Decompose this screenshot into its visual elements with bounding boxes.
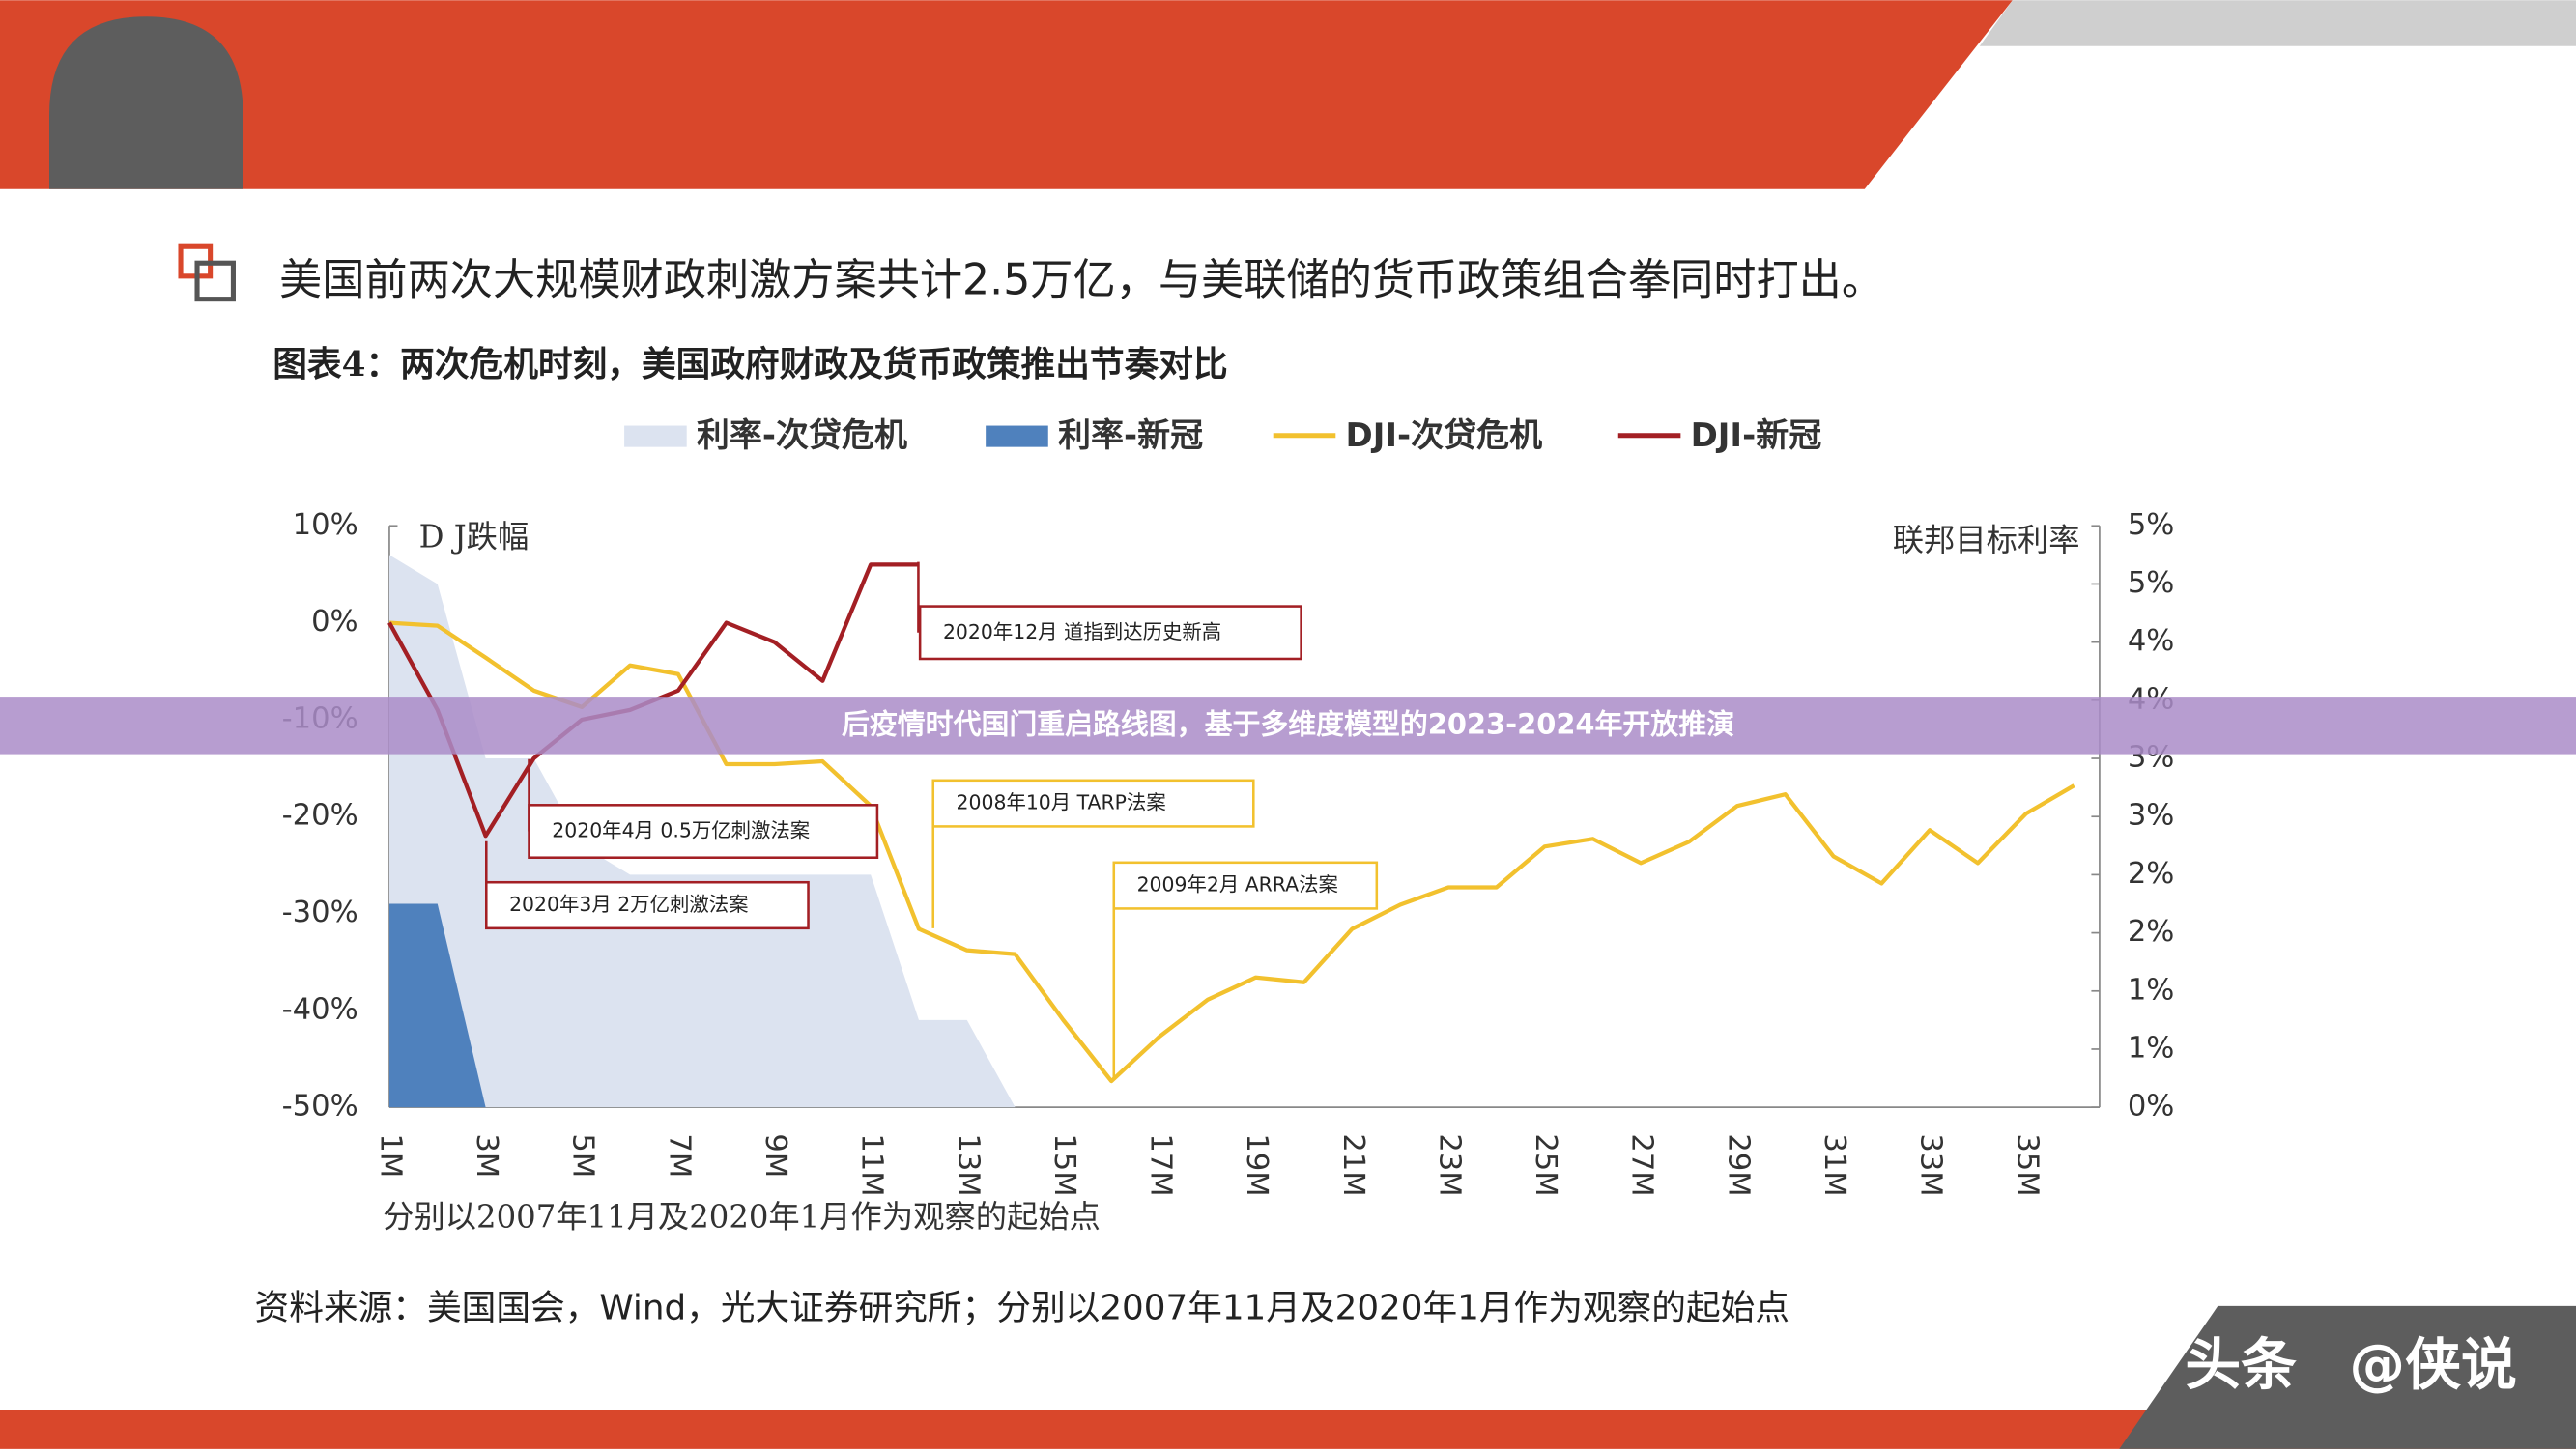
x-tick-label: 19M [1240, 1133, 1274, 1196]
banner [0, 697, 2576, 755]
x-tick-label: 1M [373, 1133, 407, 1178]
x-tick-label: 35M [2010, 1133, 2044, 1196]
y-tick-label: -50% [282, 1090, 358, 1124]
x-tick-label: 7M [662, 1133, 696, 1178]
annotation-box [528, 804, 879, 859]
x-tick-label: 25M [1529, 1133, 1562, 1196]
legend-swatch [624, 425, 687, 447]
watermark: 头条 [2185, 1332, 2297, 1398]
y2-tick-label: 0% [2128, 1090, 2175, 1124]
line-series [388, 620, 2075, 1084]
chart-note: 分别以2007年11月及2020年1月作为观察的起始点 [383, 1198, 1101, 1235]
legend-swatch [986, 425, 1048, 447]
y2-tick-label: 3% [2128, 799, 2175, 833]
annotation-box [918, 605, 1302, 661]
bottom-band [0, 1410, 2576, 1449]
annotation-box [1112, 861, 1379, 910]
x-tick-label: 9M [758, 1133, 792, 1178]
annotation-box [485, 880, 810, 930]
top-band [0, 0, 2013, 189]
legend-label: 利率-次贷危机 [697, 416, 907, 455]
y2-tick-label: 1% [2128, 973, 2175, 1007]
x-tick-label: 31M [1818, 1133, 1851, 1196]
y2-tick-label: 4% [2128, 624, 2175, 658]
x-tick-label: 27M [1625, 1133, 1659, 1196]
x-tick-label: 15M [1047, 1133, 1081, 1196]
corner-logo-bg [2119, 1305, 2576, 1449]
legend-label: DJI-新冠 [1691, 416, 1822, 455]
annotation-text: 2009年2月 ARRA法案 [1137, 873, 1338, 897]
x-tick-label: 11M [855, 1133, 889, 1196]
y2-tick-label: 2% [2128, 915, 2175, 949]
slide-heading: 美国前两次大规模财政刺激方案共计2.5万亿，与美联储的货币政策组合拳同时打出。 [279, 256, 1884, 305]
annotation-text: 2020年12月 道指到达历史新高 [943, 620, 1221, 643]
chart-title: 图表4：两次危机时刻，美国政府财政及货币政策推出节奏对比 [272, 344, 1227, 385]
annotation-box [931, 779, 1255, 828]
y2-tick-label: 2% [2128, 857, 2175, 891]
heading-icon [194, 260, 236, 302]
y2-tick-label: 5% [2128, 508, 2175, 542]
y-axis-label: D J跌幅 [419, 518, 530, 555]
top-band-grey [1979, 0, 2576, 46]
y-tick-label: -20% [282, 799, 358, 833]
x-tick-label: 33M [1914, 1133, 1948, 1196]
banner-text: 后疫情时代国门重启路线图，基于多维度模型的2023-2024年开放推演 [842, 708, 1734, 741]
annotation-text: 2008年10月 TARP法案 [957, 791, 1166, 814]
x-tick-label: 3M [470, 1133, 503, 1178]
source: 资料来源：美国国会，Wind，光大证券研究所；分别以2007年11月及2020年… [255, 1288, 1790, 1327]
x-tick-label: 13M [951, 1133, 985, 1196]
x-tick-label: 23M [1432, 1133, 1466, 1196]
plot: 10%0%-10%-20%-30%-40%-50%0%1%1%2%2%3%3%4… [282, 416, 2175, 1197]
x-tick-label: 17M [1144, 1133, 1178, 1196]
y-tick-label: 10% [293, 508, 358, 542]
y2-tick-label: 5% [2128, 566, 2175, 600]
y2-axis-label: 联邦目标利率 [1893, 522, 2080, 558]
y-tick-label: -40% [282, 992, 358, 1026]
area-series [388, 555, 1016, 1108]
legend-label: 利率-新冠 [1058, 416, 1203, 455]
top-badge [49, 16, 243, 189]
watermark: @侠说 [2349, 1332, 2516, 1398]
y-tick-label: -30% [282, 896, 358, 929]
x-tick-label: 21M [1336, 1133, 1370, 1196]
x-tick-label: 5M [566, 1133, 600, 1178]
area-series [388, 903, 486, 1108]
y-tick-label: 0% [311, 605, 358, 639]
annotation-text: 2020年4月 0.5万亿刺激法案 [552, 819, 810, 842]
x-tick-label: 29M [1721, 1133, 1755, 1196]
y2-tick-label: 1% [2128, 1031, 2175, 1065]
legend-label: DJI-次贷危机 [1346, 416, 1543, 455]
annotation-text: 2020年3月 2万亿刺激法案 [509, 893, 748, 916]
